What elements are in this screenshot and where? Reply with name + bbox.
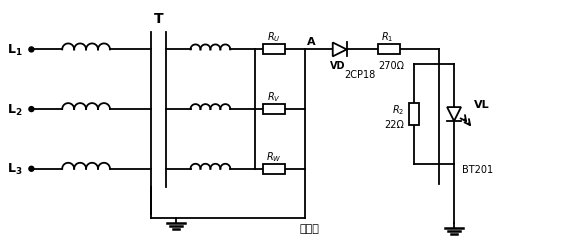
Circle shape (29, 48, 34, 53)
Polygon shape (447, 108, 461, 121)
Text: 中性线: 中性线 (300, 224, 320, 234)
Text: VD: VD (330, 61, 345, 71)
Text: $\mathbf{L_2}$: $\mathbf{L_2}$ (7, 102, 22, 117)
Circle shape (29, 167, 34, 172)
Text: $R_U$: $R_U$ (267, 30, 281, 44)
Text: $R_W$: $R_W$ (266, 149, 282, 163)
Text: BT201: BT201 (462, 164, 493, 174)
Text: VL: VL (474, 100, 489, 110)
Text: T: T (154, 12, 163, 25)
Bar (263, 105, 285, 115)
Text: $\mathbf{L_3}$: $\mathbf{L_3}$ (7, 162, 22, 177)
Bar (409, 104, 419, 125)
Text: 2CP18: 2CP18 (345, 70, 376, 80)
Circle shape (29, 107, 34, 112)
Text: A: A (307, 37, 315, 47)
Polygon shape (333, 43, 346, 57)
Text: $R_2$: $R_2$ (392, 103, 404, 116)
Text: 270Ω: 270Ω (378, 61, 404, 71)
Bar (263, 164, 285, 174)
Bar (379, 45, 400, 55)
Text: $R_1$: $R_1$ (381, 30, 393, 44)
Text: 22Ω: 22Ω (384, 119, 404, 130)
Text: $R_V$: $R_V$ (267, 90, 281, 104)
Text: $\mathbf{L_1}$: $\mathbf{L_1}$ (7, 43, 22, 58)
Bar (263, 45, 285, 55)
